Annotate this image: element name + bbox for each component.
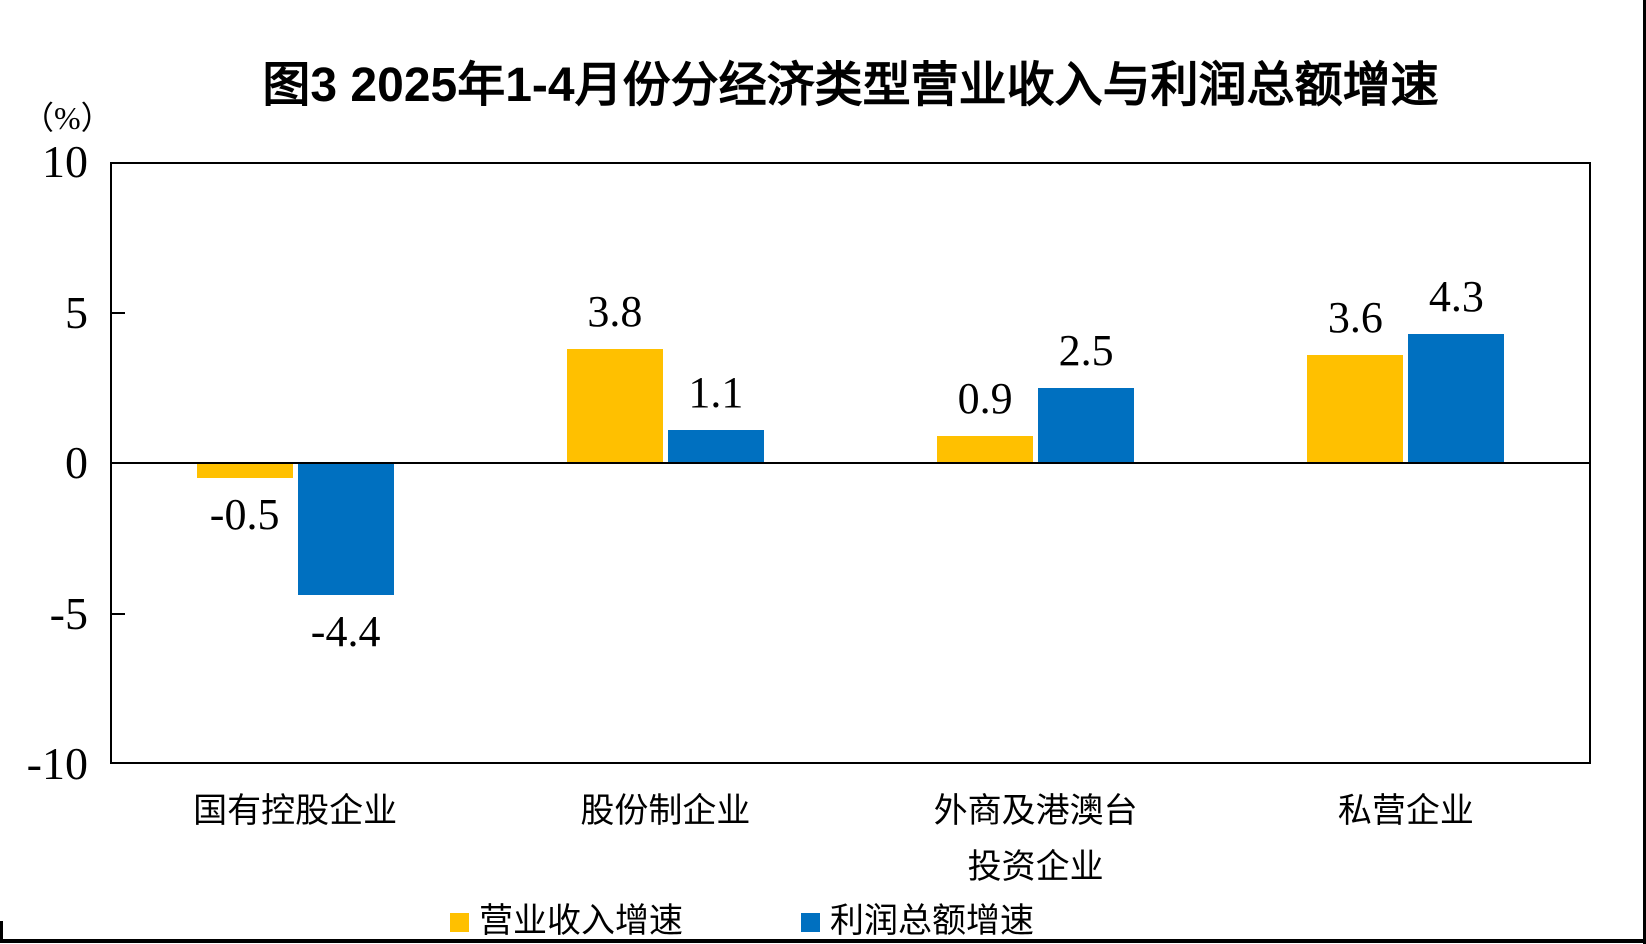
legend-item: 营业收入增速 [450,903,683,941]
y-tick-label: -5 [49,587,88,639]
bar-data-label: -4.4 [310,607,381,657]
legend-item: 利润总额增速 [801,903,1034,941]
zero-axis-line [111,462,1590,464]
bar-营业收入增速-外商及港澳台投资企业 [937,435,1034,463]
bar-利润总额增速-外商及港澳台投资企业 [1038,387,1135,463]
page-right-border [1643,0,1646,944]
bar-利润总额增速-私营企业 [1408,333,1505,463]
bar-data-label: 2.5 [1058,325,1114,375]
legend-swatch-icon [801,912,820,932]
y-tick-mark [110,612,125,615]
y-axis-unit-label: （%） [22,100,113,136]
bar-data-label: -0.5 [209,490,280,540]
bar-data-label: 4.3 [1428,271,1484,321]
category-label: 股份制企业 [580,793,751,830]
y-tick-mark [110,311,125,314]
y-tick-label: 10 [42,136,88,187]
bar-营业收入增速-私营企业 [1307,354,1404,463]
legend-swatch-icon [450,912,469,932]
page-bottom-border [0,939,1646,943]
bar-data-label: 0.9 [957,373,1013,423]
bar-营业收入增速-国有控股企业 [196,463,293,479]
legend: 营业收入增速 利润总额增速 [450,903,1034,941]
legend-label: 营业收入增速 [479,903,683,940]
legend-label: 利润总额增速 [830,903,1034,940]
category-label: 私营企业 [1337,793,1474,830]
bar-利润总额增速-股份制企业 [667,429,764,463]
category-label: 国有控股企业 [193,793,398,830]
bar-利润总额增速-国有控股企业 [297,463,394,596]
bar-data-label: 3.6 [1327,292,1383,342]
page-left-border-corner [0,921,3,943]
y-tick-label: 0 [65,437,88,488]
category-label: 外商及港澳台 投资企业 [933,793,1138,886]
bar-营业收入增速-股份制企业 [566,348,663,463]
bar-data-label: 3.8 [587,286,643,336]
chart-title: 图3 2025年1-4月份分经济类型营业收入与利润总额增速 [262,59,1439,112]
y-tick-label: -10 [26,738,88,789]
bar-data-label: 1.1 [688,367,744,417]
y-tick-label: 5 [65,286,88,338]
